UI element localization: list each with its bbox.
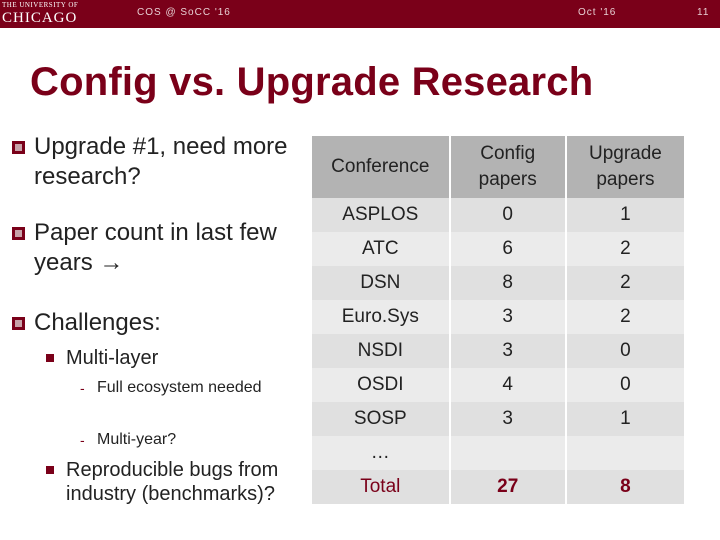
cell-conference: SOSP xyxy=(312,402,451,436)
paper-count-table: Conference Config papers Upgrade papers … xyxy=(312,136,684,504)
dash-bullet-icon: - xyxy=(80,380,85,396)
sub-bullet-square-icon xyxy=(46,466,54,474)
col-header-config: Config papers xyxy=(449,136,567,198)
slide-title: Config vs. Upgrade Research xyxy=(30,60,594,104)
cell-upgrade xyxy=(565,436,684,470)
cell-config: 3 xyxy=(449,402,567,436)
cell-conference: ATC xyxy=(312,232,451,266)
header-bar: THE UNIVERSITY OF CHICAGO COS @ SoCC '16… xyxy=(0,0,720,28)
bullet-box-icon xyxy=(12,227,25,240)
table-row: NSDI 3 0 xyxy=(312,334,684,368)
cell-conference: NSDI xyxy=(312,334,451,368)
cell-upgrade: 1 xyxy=(565,402,684,436)
cell-upgrade: 2 xyxy=(565,266,684,300)
sub-sub-bullet-text: Full ecosystem needed xyxy=(97,379,262,396)
cell-upgrade: 0 xyxy=(565,368,684,402)
bullet-text: Upgrade #1, need more research? xyxy=(34,133,288,190)
col-header-conference: Conference xyxy=(312,136,451,198)
header-event: COS @ SoCC '16 xyxy=(137,7,231,18)
university-logo: THE UNIVERSITY OF CHICAGO xyxy=(2,1,110,27)
logo-small-text: THE UNIVERSITY OF xyxy=(2,1,79,9)
bullet-text: Challenges: xyxy=(34,309,161,336)
sub-bullet-item: Multi-layer xyxy=(46,346,296,370)
sub-bullet-square-icon xyxy=(46,354,54,362)
bullet-item: Paper count in last few years → xyxy=(12,218,304,278)
cell-conference: Euro.Sys xyxy=(312,300,451,334)
bullet-item: Challenges: xyxy=(12,308,304,338)
cell-config: 0 xyxy=(449,198,567,232)
sub-sub-bullet-item: - Multi-year? xyxy=(80,430,280,450)
cell-total-config: 27 xyxy=(449,470,567,504)
sub-sub-bullet-text: Multi-year? xyxy=(97,431,177,448)
bullet-text: Paper count in last few years → xyxy=(34,219,277,276)
cell-config xyxy=(449,436,567,470)
table-row: … xyxy=(312,436,684,470)
cell-config: 3 xyxy=(449,300,567,334)
cell-upgrade: 0 xyxy=(565,334,684,368)
cell-total-upgrade: 8 xyxy=(565,470,684,504)
cell-upgrade: 2 xyxy=(565,232,684,266)
dash-bullet-icon: - xyxy=(80,432,85,448)
cell-conference: ASPLOS xyxy=(312,198,451,232)
cell-upgrade: 2 xyxy=(565,300,684,334)
header-date: Oct '16 xyxy=(578,7,617,18)
cell-conference: DSN xyxy=(312,266,451,300)
cell-config: 4 xyxy=(449,368,567,402)
table-row: Euro.Sys 3 2 xyxy=(312,300,684,334)
bullet-box-icon xyxy=(12,141,25,154)
table-row: DSN 8 2 xyxy=(312,266,684,300)
table-row: ATC 6 2 xyxy=(312,232,684,266)
sub-bullet-text: Reproducible bugs from industry (benchma… xyxy=(66,459,279,505)
cell-total-label: Total xyxy=(312,470,451,504)
table-row: ASPLOS 0 1 xyxy=(312,198,684,232)
table-header-row: Conference Config papers Upgrade papers xyxy=(312,136,684,198)
bullet-item: Upgrade #1, need more research? xyxy=(12,132,304,192)
slide-number: 11 xyxy=(697,7,710,18)
table-total-row: Total 27 8 xyxy=(312,470,684,504)
logo-big-text: CHICAGO xyxy=(2,10,78,26)
cell-upgrade: 1 xyxy=(565,198,684,232)
cell-config: 6 xyxy=(449,232,567,266)
cell-conference: OSDI xyxy=(312,368,451,402)
table-row: SOSP 3 1 xyxy=(312,402,684,436)
sub-bullet-text: Multi-layer xyxy=(66,347,159,369)
cell-config: 8 xyxy=(449,266,567,300)
bullet-box-icon xyxy=(12,317,25,330)
sub-bullet-item: Reproducible bugs from industry (benchma… xyxy=(46,458,296,506)
cell-config: 3 xyxy=(449,334,567,368)
sub-sub-bullet-item: - Full ecosystem needed xyxy=(80,378,280,398)
table-row: OSDI 4 0 xyxy=(312,368,684,402)
cell-conference: … xyxy=(312,436,451,470)
col-header-upgrade: Upgrade papers xyxy=(565,136,684,198)
